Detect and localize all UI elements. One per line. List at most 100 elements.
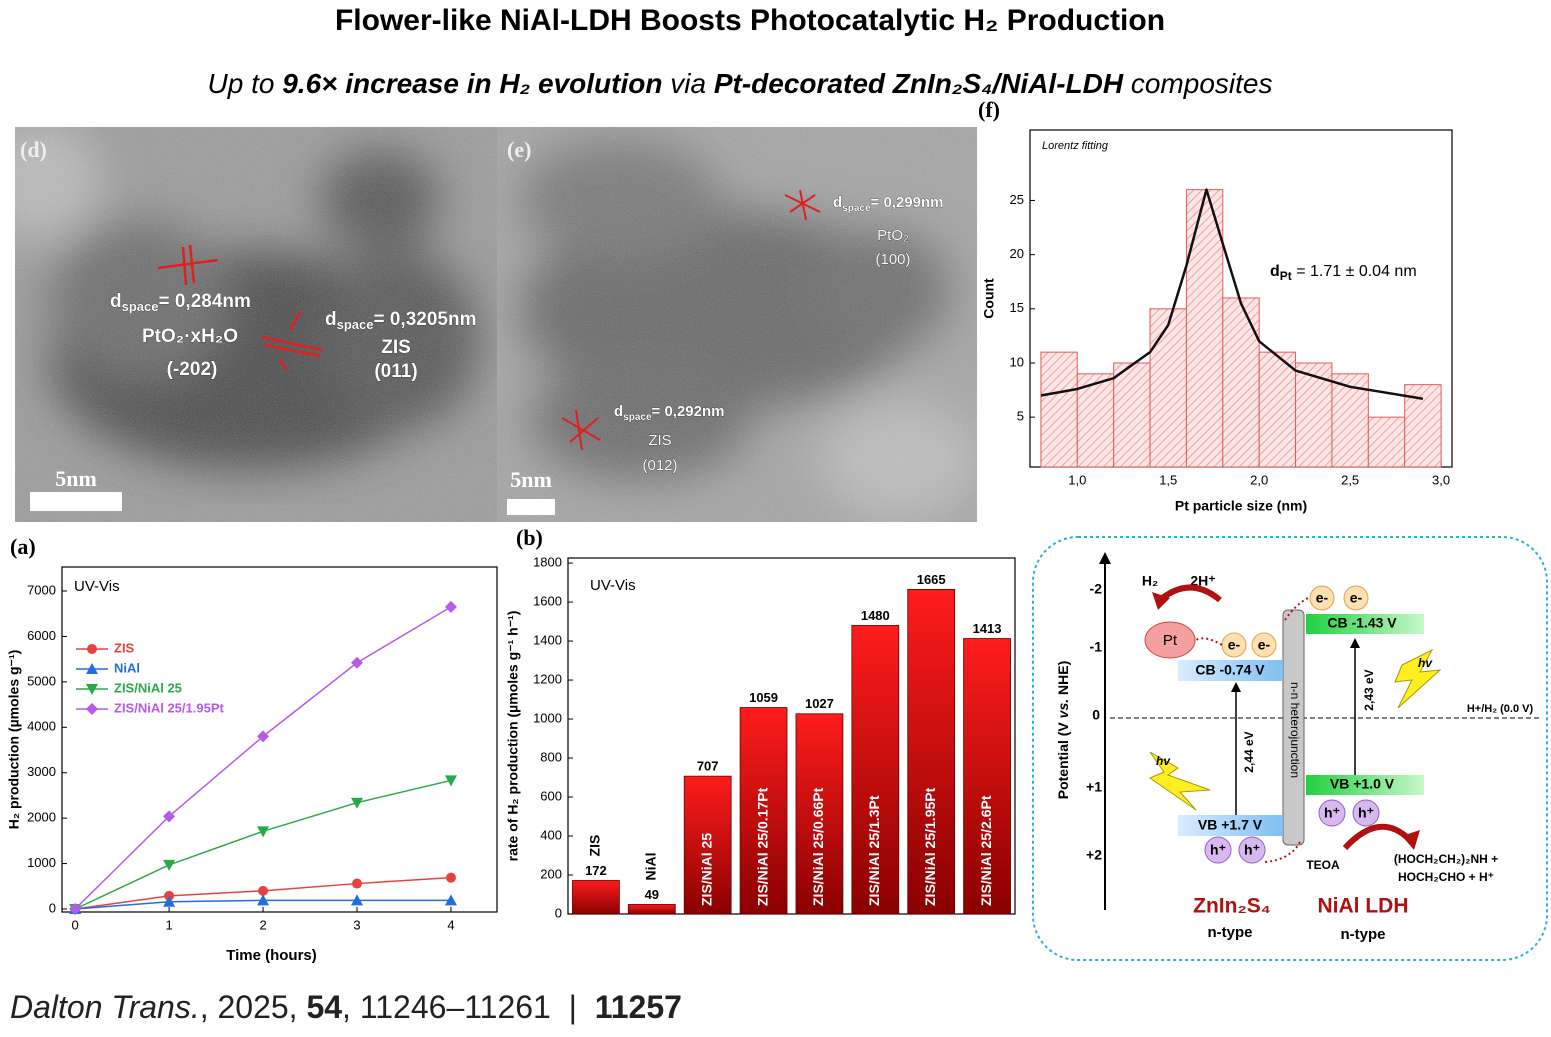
bar [795, 713, 844, 915]
plane-label: (011) [374, 361, 417, 382]
panel-label: (a) [10, 534, 36, 559]
arrowhead [1231, 682, 1241, 692]
axis-label-part: NHE) [1055, 661, 1071, 699]
y-tick-label: 0 [49, 900, 56, 915]
x-tick-label: 2,5 [1341, 472, 1359, 487]
x-axis-label: Pt particle size (nm) [1175, 498, 1307, 514]
y-tick-label: 15 [1010, 300, 1024, 315]
material-name: NiAl LDH [1318, 895, 1409, 918]
electron-label: e- [1350, 590, 1363, 606]
value-label: 172 [585, 863, 607, 878]
bar [572, 880, 620, 915]
junction-label: n-n heterojunction [1288, 682, 1302, 778]
phase-label: PtO₂·xH₂O [142, 326, 238, 347]
phase-label: ZIS [381, 337, 411, 358]
x-tick-label: 1,5 [1159, 472, 1177, 487]
junction [1282, 609, 1305, 846]
y-tick-label: 1400 [533, 632, 562, 647]
legend-label: NiAl [114, 660, 140, 675]
fit-label-part: d [1270, 263, 1280, 280]
y-tick-label: 1600 [533, 593, 562, 608]
d-value: = 0,284nm [158, 291, 250, 312]
plot-frame [567, 557, 1016, 915]
band-diagram: Potential (V vs. NHE) -2 -1 0 +1 +2 H+/H… [1032, 536, 1548, 961]
tem-image-e [497, 127, 977, 522]
d-symbol: d [110, 291, 122, 312]
value-label: 707 [697, 759, 719, 774]
vb-label: VB +1.0 V [1330, 776, 1395, 792]
d-value: = 0,299nm [871, 194, 944, 211]
cb-band [1178, 660, 1283, 681]
histogram-bar [1040, 351, 1078, 468]
legend-label: ZIS/NiAl 25 [114, 680, 182, 695]
vb-band [1306, 775, 1424, 795]
y-tick-label: 400 [540, 827, 562, 842]
material-type: n-type [1341, 926, 1386, 943]
y-tick-label: 1800 [533, 555, 562, 570]
value-label: 1413 [973, 621, 1002, 636]
potential-tick: -2 [1090, 581, 1103, 597]
gap-label: 2,43 eV [1362, 669, 1376, 710]
tem-image-d [15, 127, 497, 522]
axis-label-part: vs. [1055, 699, 1071, 718]
annotation: Lorentz fitting [1042, 140, 1109, 152]
x-tick-label: 0 [72, 917, 79, 932]
potential-tick: +2 [1086, 847, 1102, 863]
legend-marker [86, 663, 98, 674]
marker [444, 775, 457, 787]
gap-label: 2,44 eV [1242, 731, 1256, 772]
x-tick-label: 3,0 [1432, 472, 1450, 487]
phase-label: PtO₂ [877, 227, 909, 244]
axis-label-part: Potential (V [1055, 718, 1071, 799]
y-tick-label: 10 [1010, 354, 1024, 369]
electron-label: e- [1316, 590, 1329, 606]
marker [257, 826, 270, 838]
hole-label: h⁺ [1210, 842, 1226, 858]
subtitle-part: via [662, 68, 713, 99]
marker [444, 894, 457, 906]
electron-label: e- [1228, 637, 1241, 653]
subtitle-part: 9.6× increase in H₂ evolution [282, 68, 662, 99]
plane-label: (012) [642, 457, 677, 474]
histogram-bar [1113, 362, 1151, 468]
d-value: = 0,3205nm [373, 309, 476, 330]
y-tick-label: 2000 [27, 810, 56, 825]
marker [163, 810, 176, 823]
h2-label: H₂ [1142, 573, 1158, 589]
fit-label: dPt = 1.71 ± 0.04 nm [1270, 263, 1417, 283]
bar [963, 638, 1011, 915]
value-label: 1480 [861, 608, 890, 623]
marker [351, 656, 364, 669]
axis-arrowhead [1099, 552, 1111, 564]
marker [163, 859, 176, 871]
hole-label: h⁺ [1358, 805, 1374, 821]
proton-label: 2H⁺ [1190, 573, 1215, 589]
y-tick-label: 1000 [533, 710, 562, 725]
y-tick-label: 800 [540, 749, 562, 764]
panel-label: (d) [20, 137, 47, 162]
potential-tick: +1 [1086, 779, 1102, 795]
marker [352, 878, 363, 889]
arrowhead [1152, 592, 1170, 610]
legend-label: ZIS/NiAl 25/1.95Pt [114, 700, 224, 715]
scale-label: 5nm [510, 467, 552, 492]
citation-part: , 11246–11261 | [342, 989, 595, 1025]
hole-label: h⁺ [1324, 805, 1340, 821]
d-value: = 0,292nm [652, 403, 725, 420]
histogram-bar [1222, 297, 1260, 468]
marker [257, 894, 270, 906]
category-label: ZIS/NiAl 25/0.17Pt [754, 787, 770, 906]
marker [444, 600, 457, 613]
d-spacing-label: dspace= 0,292nm [614, 403, 725, 423]
value-label: 1665 [917, 572, 946, 587]
hole-label: h⁺ [1244, 842, 1260, 858]
subtitle: Up to 9.6× increase in H₂ evolution via … [208, 68, 1273, 99]
plot-frame [61, 566, 498, 913]
citation-part: 54 [306, 989, 342, 1025]
marker [445, 872, 456, 883]
scale-bar [507, 499, 555, 515]
d-subscript: space [623, 412, 652, 423]
category-label: NiAl [643, 852, 659, 880]
category-label: ZIS [587, 835, 603, 857]
